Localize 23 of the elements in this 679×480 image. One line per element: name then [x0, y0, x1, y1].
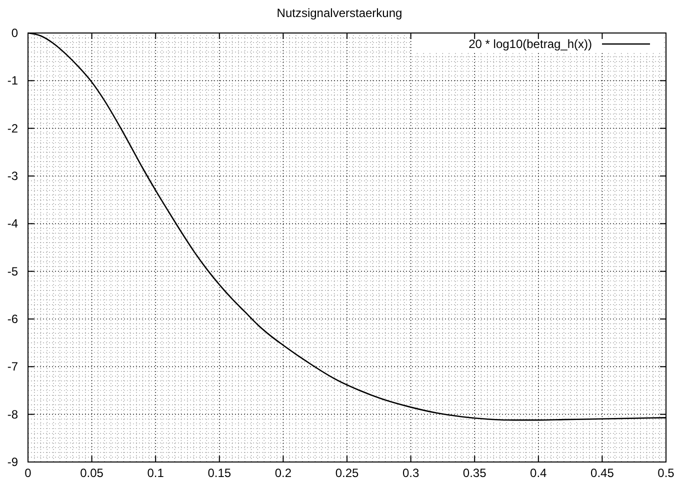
- x-tick-label: 0.15: [208, 466, 232, 480]
- y-tick-label: -1: [7, 74, 18, 88]
- legend-label: 20 * log10(betrag_h(x)): [468, 37, 592, 51]
- x-tick-label: 0: [24, 466, 32, 480]
- y-tick-label: -4: [7, 216, 18, 231]
- x-tick-label: 0.3: [402, 466, 420, 480]
- y-tick-label: -9: [7, 455, 18, 469]
- y-tick-label: 0: [11, 26, 18, 40]
- x-tick-label: 0.2: [274, 466, 292, 480]
- x-tick-label: 0.5: [658, 466, 675, 480]
- y-tick-label: -6: [7, 312, 18, 326]
- x-tick-label: 0.25: [335, 466, 359, 480]
- y-tick-label: -5: [7, 264, 18, 278]
- chart-title: Nutzsignalverstaerkung: [276, 6, 402, 20]
- y-tick-label: -7: [7, 360, 18, 374]
- x-tick-label: 0.35: [462, 466, 487, 480]
- y-tick-label: -3: [7, 169, 18, 183]
- y-tick-label: -2: [7, 121, 18, 136]
- x-tick-label: 0.05: [80, 466, 104, 480]
- x-tick-label: 0.1: [147, 466, 164, 480]
- x-tick-label: 0.4: [530, 466, 548, 480]
- y-tick-label: -8: [7, 407, 18, 422]
- x-tick-label: 0.45: [590, 466, 614, 480]
